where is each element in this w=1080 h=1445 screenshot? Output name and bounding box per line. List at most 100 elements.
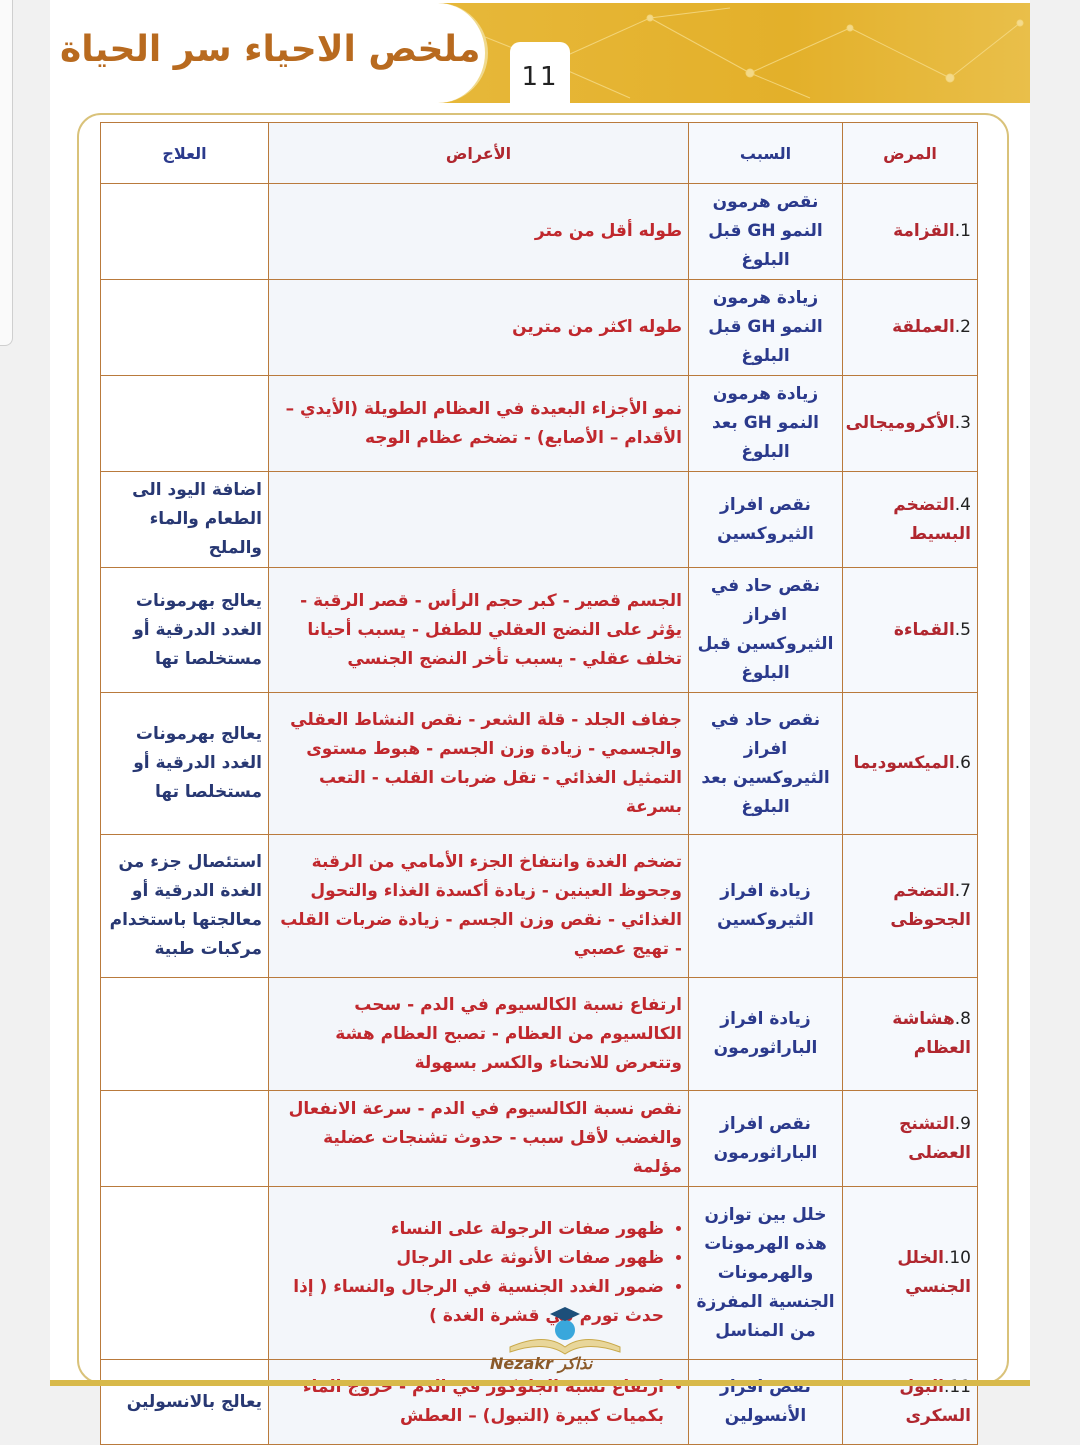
- symptoms-cell: نقص نسبة الكالسيوم في الدم - سرعة الانفع…: [268, 1090, 689, 1187]
- symptoms-text: جفاف الجلد - قلة الشعر - نقص النشاط العق…: [290, 709, 682, 817]
- disease-name: العملقة: [892, 317, 955, 337]
- table-row: 1.القزامة نقص هرمون النمو GH قبل البلوغ …: [100, 183, 978, 280]
- symptoms-cell: طوله أقل من متر: [268, 183, 689, 280]
- row-number: 10.: [943, 1248, 971, 1268]
- treatment-cell: يعالج بالانسولين: [100, 1359, 269, 1445]
- symptom-item: ظهور صفات الرجولة على النساء: [275, 1215, 664, 1244]
- disease-cell: 1.القزامة: [842, 183, 978, 280]
- disease-name: الأكروميجالى: [845, 413, 955, 433]
- row-number: 3.: [954, 413, 971, 433]
- header-treatment: العلاج: [100, 122, 269, 184]
- symptoms-cell: تضخم الغدة وانتفاخ الجزء الأمامي من الرق…: [268, 834, 689, 978]
- symptom-item: ظهور صفات الأنوثة على الرجال: [275, 1244, 664, 1273]
- disease-name: التشنج العضلى: [899, 1113, 971, 1163]
- table-row: 2.العملقة زيادة هرمون النمو GH قبل البلو…: [100, 279, 978, 376]
- disease-cell: 11.البول السكرى: [842, 1359, 978, 1445]
- header-disease: المرض: [842, 122, 978, 184]
- disease-cell: 4.التضخم البسيط: [842, 471, 978, 568]
- disease-cell: 5.القماءة: [842, 567, 978, 693]
- symptoms-text: تضخم الغدة وانتفاخ الجزء الأمامي من الرق…: [280, 852, 682, 959]
- row-number: 4.: [954, 494, 971, 515]
- disease-cell: 2.العملقة: [842, 279, 978, 376]
- cause-cell: زيادة افراز الثيروكسين: [688, 834, 843, 978]
- treatment-cell: [100, 375, 269, 472]
- cause-cell: نقص افراز الثيروكسين: [688, 471, 843, 568]
- page-title: ملخص الاحياء سر الحياة: [60, 29, 481, 70]
- treatment-cell: [100, 977, 269, 1091]
- symptoms-cell: جفاف الجلد - قلة الشعر - نقص النشاط العق…: [268, 692, 689, 835]
- header-symptoms: الأعراض: [268, 122, 689, 184]
- watermark-text: Nezakr نذاكر: [490, 1354, 593, 1373]
- disease-name: الميكسوديما: [853, 753, 955, 773]
- disease-cell: 9.التشنج العضلى: [842, 1090, 978, 1187]
- watermark-logo: Nezakr نذاكر: [490, 1292, 640, 1382]
- symptom-item: ضمور الغدد الجنسية في الرجال والنساء ( إ…: [275, 1273, 664, 1331]
- cause-cell: زيادة هرمون النمو GH بعد البلوغ: [688, 375, 843, 472]
- symptoms-cell: طوله اكثر من مترين: [268, 279, 689, 376]
- treatment-cell: [100, 1090, 269, 1187]
- table-header-row: المرض السبب الأعراض العلاج: [100, 122, 978, 184]
- treatment-cell: [100, 1186, 269, 1360]
- disease-name: القزامة: [893, 221, 955, 241]
- disease-cell: 7.التضخم الجحوظى: [842, 834, 978, 978]
- cause-cell: نقص حاد في افراز الثيروكسين قبل البلوغ: [688, 567, 843, 693]
- table-row: 5.القماءة نقص حاد في افراز الثيروكسين قب…: [100, 567, 978, 693]
- table-row: 7.التضخم الجحوظى زيادة افراز الثيروكسين …: [100, 834, 978, 978]
- row-number: 8.: [954, 1009, 971, 1029]
- symptoms-text: نمو الأجزاء البعيدة في العظام الطويلة (ا…: [285, 398, 682, 448]
- symptoms-list: ظهور صفات الرجولة على النساءظهور صفات ال…: [275, 1215, 682, 1331]
- table-row: 9.التشنج العضلى نقص افراز الباراثورمون ن…: [100, 1090, 978, 1187]
- row-number: 6.: [954, 753, 971, 773]
- row-number: 9.: [954, 1113, 971, 1134]
- cause-cell: زيادة افراز الباراثورمون: [688, 977, 843, 1091]
- page-number: 11: [510, 42, 570, 104]
- table-row: 4.التضخم البسيط نقص افراز الثيروكسين اضا…: [100, 471, 978, 568]
- row-number: 2.: [954, 317, 971, 337]
- disease-name: التضخم البسيط: [893, 494, 971, 544]
- cause-cell: نقص هرمون النمو GH قبل البلوغ: [688, 183, 843, 280]
- symptoms-cell: الجسم قصير - كبر حجم الرأس - قصر الرقبة …: [268, 567, 689, 693]
- treatment-cell: يعالج بهرمونات الغدد الدرقية أو مستخلصا …: [100, 567, 269, 693]
- symptoms-cell: [268, 471, 689, 568]
- table-row: 6.الميكسوديما نقص حاد في افراز الثيروكسي…: [100, 692, 978, 835]
- treatment-cell: اضافة اليود الى الطعام والماء والملح: [100, 471, 269, 568]
- symptoms-cell: ظهور صفات الرجولة على النساءظهور صفات ال…: [268, 1186, 689, 1360]
- treatment-cell: يعالج بهرمونات الغدد الدرقية أو مستخلصا …: [100, 692, 269, 835]
- footer-line: [50, 1380, 1030, 1386]
- symptoms-text: طوله اكثر من مترين: [512, 317, 682, 337]
- treatment-cell: [100, 279, 269, 376]
- header-cause: السبب: [688, 122, 843, 184]
- table-row: 8.هشاشة العظام زيادة افراز الباراثورمون …: [100, 977, 978, 1091]
- symptoms-text: الجسم قصير - كبر حجم الرأس - قصر الرقبة …: [300, 590, 682, 669]
- title-banner: ملخص الاحياء سر الحياة: [50, 3, 488, 103]
- disease-cell: 3.الأكروميجالى: [842, 375, 978, 472]
- symptoms-cell: ارتفاع نسبة الكالسيوم في الدم - سحب الكا…: [268, 977, 689, 1091]
- diseases-table: المرض السبب الأعراض العلاج 1.القزامة نقص…: [100, 122, 978, 1445]
- row-number: 1.: [954, 221, 971, 241]
- disease-cell: 6.الميكسوديما: [842, 692, 978, 835]
- symptoms-text: نقص نسبة الكالسيوم في الدم - سرعة الانفع…: [288, 1099, 682, 1177]
- disease-name: هشاشة العظام: [892, 1009, 971, 1058]
- symptoms-text: طوله أقل من متر: [534, 221, 682, 241]
- table-row: 3.الأكروميجالى زيادة هرمون النمو GH بعد …: [100, 375, 978, 472]
- disease-name: الخلل الجنسي: [897, 1248, 971, 1297]
- symptoms-text: ارتفاع نسبة الكالسيوم في الدم - سحب الكا…: [335, 994, 682, 1073]
- disease-cell: 10.الخلل الجنسي: [842, 1186, 978, 1360]
- cause-cell: خلل بين توازن هذه الهرمونات والهرمونات ا…: [688, 1186, 843, 1360]
- treatment-cell: استئصال جزء من الغدة الدرقية أو معالجتها…: [100, 834, 269, 978]
- disease-name: القماءة: [893, 619, 955, 640]
- table-row: 10.الخلل الجنسي خلل بين توازن هذه الهرمو…: [100, 1186, 978, 1360]
- symptoms-cell: نمو الأجزاء البعيدة في العظام الطويلة (ا…: [268, 375, 689, 472]
- document-page: ملخص الاحياء سر الحياة 11 المرض السبب ال…: [50, 0, 1030, 1445]
- cause-cell: زيادة هرمون النمو GH قبل البلوغ: [688, 279, 843, 376]
- row-number: 7.: [954, 881, 971, 901]
- row-number: 5.: [954, 619, 971, 640]
- treatment-cell: [100, 183, 269, 280]
- cause-cell: نقص افراز الباراثورمون: [688, 1090, 843, 1187]
- disease-cell: 8.هشاشة العظام: [842, 977, 978, 1091]
- cause-cell: نقص حاد في افراز الثيروكسين بعد البلوغ: [688, 692, 843, 835]
- disease-name: التضخم الجحوظى: [890, 881, 971, 930]
- cause-cell: نقص افراز الأنسولين: [688, 1359, 843, 1445]
- side-panel-edge: [0, 0, 13, 346]
- book-graduate-icon: [509, 1307, 621, 1355]
